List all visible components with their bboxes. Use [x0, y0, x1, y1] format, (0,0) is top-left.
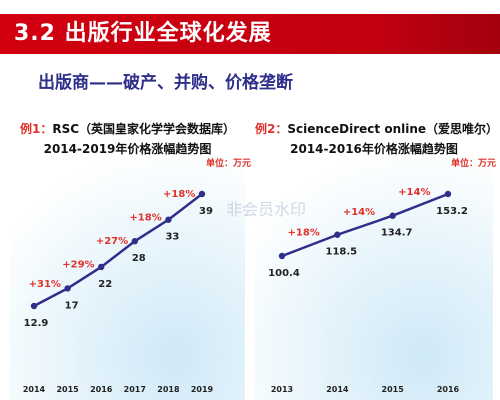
chart-title-line1: 例2：ScienceDirect online（爱思唯尔）: [255, 120, 498, 137]
chart-panel-rsc: 例1：RSC（英国皇家化学学会数据库） 2014-2019年价格涨幅趋势图 单位…: [10, 108, 251, 400]
chart-title-line1: 例1：RSC（英国皇家化学学会数据库）: [10, 120, 245, 137]
x-tick-label: 2018: [157, 385, 180, 394]
data-point: [334, 231, 341, 238]
growth-label: +31%: [29, 279, 61, 290]
chart-title-name: ScienceDirect online（爱思唯尔）: [287, 122, 499, 136]
x-tick-label: 2019: [191, 385, 214, 394]
x-tick-label: 2015: [382, 385, 405, 394]
growth-label: +18%: [288, 227, 320, 238]
value-label: 39: [199, 206, 213, 217]
growth-label: +29%: [62, 260, 94, 271]
chart-panel-sciencedirect: 例2：ScienceDirect online（爱思唯尔） 2014-2016年…: [255, 108, 498, 400]
chart-unit: 单位：万元: [206, 159, 252, 169]
chart-title-prefix: 例1：: [19, 122, 53, 136]
data-point: [64, 285, 71, 292]
chart-title-name: RSC（英国皇家化学学会数据库）: [52, 122, 236, 136]
chart-unit: 单位：万元: [451, 159, 497, 169]
chart-title-line2: 2014-2019年价格涨幅趋势图: [43, 142, 212, 156]
data-point: [30, 302, 38, 310]
series-line: [33, 193, 203, 308]
value-label: 118.5: [326, 247, 358, 258]
data-point: [165, 216, 172, 223]
watermark: 非会员水印: [226, 200, 307, 219]
data-point: [131, 238, 138, 245]
growth-label: +18%: [129, 212, 161, 223]
growth-label: +27%: [96, 236, 128, 247]
value-label: 100.4: [268, 268, 300, 279]
growth-label: +18%: [163, 189, 195, 200]
line-chart-sciencedirect: 100.4 2013 118.5 2014 134.7 2015 153.2 2016 +18%…: [268, 187, 468, 394]
value-label: 153.2: [436, 206, 468, 217]
x-tick-label: 2013: [271, 385, 293, 394]
value-label: 17: [65, 300, 79, 311]
value-label: 12.9: [24, 318, 49, 329]
x-tick-label: 2014: [326, 385, 349, 394]
x-tick-label: 2014: [23, 385, 46, 394]
series-line: [281, 192, 449, 258]
value-label: 33: [165, 232, 179, 243]
growth-label: +14%: [343, 207, 375, 218]
value-label: 134.7: [381, 228, 413, 239]
slide-subtitle: 出版商——破产、并购、价格垄断: [38, 73, 293, 93]
x-tick-label: 2015: [56, 385, 79, 394]
section-title: 3.2 出版行业全球化发展: [14, 21, 272, 46]
value-label: 22: [98, 279, 112, 290]
chart-title-line2: 2014-2016年价格涨幅趋势图: [290, 142, 458, 156]
value-label: 28: [132, 253, 146, 264]
x-tick-label: 2016: [437, 385, 460, 394]
data-point: [278, 252, 286, 260]
data-point: [198, 190, 206, 198]
x-tick-label: 2017: [124, 385, 146, 394]
section-header: 3.2 出版行业全球化发展: [0, 14, 500, 54]
chart-title-prefix: 例2：: [255, 122, 288, 136]
x-tick-label: 2016: [90, 385, 113, 394]
line-chart-rsc: 12.9 2014 17 2015 22 2016 28 2017 33 2018 39 2019 +3…: [23, 189, 214, 394]
growth-label: +14%: [398, 187, 430, 198]
data-point: [98, 263, 105, 271]
data-point: [389, 212, 396, 219]
data-point: [444, 190, 452, 198]
